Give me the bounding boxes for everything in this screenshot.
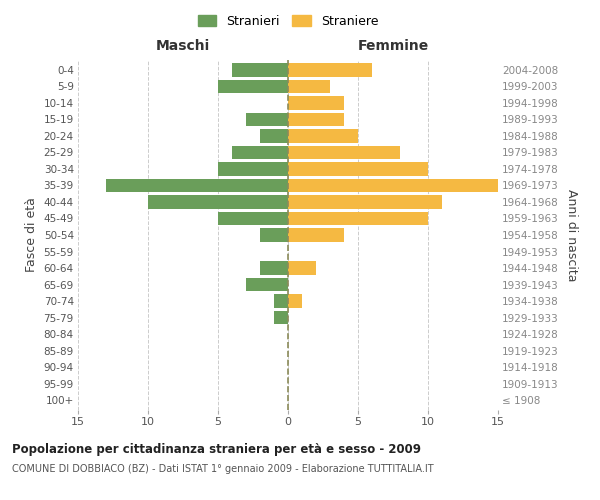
Legend: Stranieri, Straniere: Stranieri, Straniere — [193, 10, 383, 33]
Bar — [218, 162, 288, 175]
Bar — [288, 196, 442, 208]
Bar — [288, 80, 330, 93]
Text: Femmine: Femmine — [358, 38, 428, 52]
Bar — [106, 179, 288, 192]
Bar — [246, 278, 288, 291]
Bar — [246, 113, 288, 126]
Bar — [274, 294, 288, 308]
Bar — [288, 113, 344, 126]
Bar — [288, 96, 344, 110]
Bar — [288, 212, 428, 225]
Bar — [148, 196, 288, 208]
Bar — [232, 64, 288, 76]
Bar — [218, 80, 288, 93]
Bar — [288, 162, 428, 175]
Bar — [288, 179, 498, 192]
Text: COMUNE DI DOBBIACO (BZ) - Dati ISTAT 1° gennaio 2009 - Elaborazione TUTTITALIA.I: COMUNE DI DOBBIACO (BZ) - Dati ISTAT 1° … — [12, 464, 434, 474]
Text: Maschi: Maschi — [156, 38, 210, 52]
Y-axis label: Fasce di età: Fasce di età — [25, 198, 38, 272]
Bar — [218, 212, 288, 225]
Bar — [288, 146, 400, 159]
Bar — [288, 262, 316, 274]
Text: Popolazione per cittadinanza straniera per età e sesso - 2009: Popolazione per cittadinanza straniera p… — [12, 442, 421, 456]
Bar — [260, 228, 288, 241]
Bar — [288, 130, 358, 142]
Bar — [260, 130, 288, 142]
Bar — [274, 311, 288, 324]
Bar — [260, 262, 288, 274]
Y-axis label: Anni di nascita: Anni di nascita — [565, 188, 578, 281]
Bar — [288, 228, 344, 241]
Bar — [232, 146, 288, 159]
Bar — [288, 64, 372, 76]
Bar — [288, 294, 302, 308]
